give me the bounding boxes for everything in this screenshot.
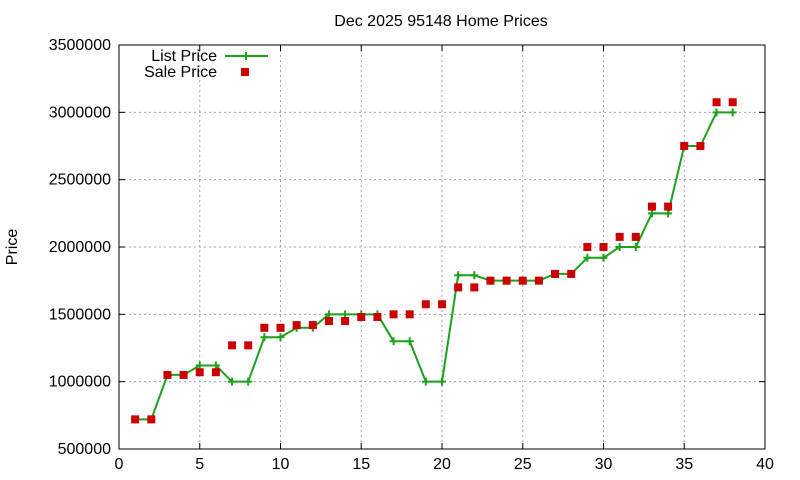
x-tick-label: 5 bbox=[195, 456, 204, 473]
y-tick-label: 500000 bbox=[58, 441, 111, 458]
axis-ticks: 500000 1000000 1500000 2000000 2500000 300000… bbox=[49, 37, 774, 473]
data-point bbox=[728, 108, 737, 117]
data-point bbox=[308, 321, 317, 330]
data-point bbox=[664, 209, 673, 218]
data-point bbox=[405, 310, 414, 319]
data-point bbox=[454, 271, 463, 280]
data-point bbox=[405, 337, 414, 346]
y-axis-label: Price bbox=[4, 229, 21, 266]
data-point bbox=[583, 253, 592, 262]
data-point bbox=[534, 276, 543, 285]
x-tick-label: 30 bbox=[595, 456, 613, 473]
x-tick-label: 25 bbox=[514, 456, 532, 473]
data-point bbox=[131, 415, 140, 424]
data-point bbox=[195, 368, 204, 377]
data-point bbox=[470, 283, 479, 292]
data-point bbox=[421, 300, 430, 309]
data-point bbox=[551, 269, 560, 278]
series-list-price bbox=[131, 108, 737, 424]
data-point bbox=[486, 276, 495, 285]
data-point bbox=[599, 243, 608, 251]
data-point bbox=[421, 377, 430, 386]
x-tick-label: 40 bbox=[756, 456, 774, 473]
data-point bbox=[712, 98, 721, 107]
series-sale-price bbox=[131, 98, 737, 424]
x-tick-label: 20 bbox=[433, 456, 451, 473]
data-point bbox=[696, 142, 705, 150]
data-point bbox=[631, 232, 640, 241]
data-point bbox=[260, 333, 269, 342]
y-tick-label: 3500000 bbox=[49, 37, 111, 54]
data-point bbox=[502, 276, 511, 285]
legend-square-marker bbox=[241, 68, 249, 76]
data-point bbox=[631, 243, 640, 251]
series-line bbox=[135, 111, 733, 421]
data-point bbox=[260, 323, 269, 332]
y-tick-label: 1500000 bbox=[49, 306, 111, 323]
data-point bbox=[357, 313, 366, 322]
data-point bbox=[276, 333, 285, 342]
data-point bbox=[292, 321, 301, 330]
data-point bbox=[228, 377, 237, 386]
data-point bbox=[615, 243, 624, 251]
y-tick-label: 1000000 bbox=[49, 374, 111, 391]
data-point bbox=[599, 253, 608, 262]
data-point bbox=[324, 310, 333, 319]
chart-title: Dec 2025 95148 Home Prices bbox=[334, 13, 547, 30]
legend-plus-marker bbox=[242, 52, 250, 60]
data-point bbox=[518, 276, 527, 285]
data-point bbox=[454, 283, 463, 292]
data-point bbox=[647, 209, 656, 218]
data-point bbox=[567, 269, 576, 278]
data-point bbox=[647, 202, 656, 211]
data-point bbox=[211, 368, 220, 377]
x-tick-label: 0 bbox=[115, 456, 124, 473]
data-point bbox=[228, 341, 237, 350]
data-point bbox=[389, 310, 398, 319]
data-point bbox=[664, 202, 673, 211]
data-point bbox=[163, 370, 172, 379]
data-point bbox=[276, 323, 285, 332]
data-point bbox=[179, 370, 188, 379]
data-point bbox=[583, 243, 592, 251]
data-point bbox=[195, 361, 204, 370]
y-tick-label: 2000000 bbox=[49, 239, 111, 256]
data-point bbox=[147, 415, 156, 424]
x-tick-label: 10 bbox=[272, 456, 290, 473]
data-point bbox=[324, 317, 333, 326]
x-tick-label: 35 bbox=[675, 456, 693, 473]
y-tick-label: 3000000 bbox=[49, 104, 111, 121]
data-point bbox=[341, 310, 350, 319]
legend-label: Sale Price bbox=[144, 64, 217, 81]
data-point bbox=[470, 271, 479, 280]
data-point bbox=[712, 108, 721, 117]
x-tick-label: 15 bbox=[352, 456, 370, 473]
data-point bbox=[389, 337, 398, 346]
data-point bbox=[728, 98, 737, 107]
data-point bbox=[341, 317, 350, 326]
data-point bbox=[438, 377, 446, 386]
data-point bbox=[615, 232, 624, 241]
data-point bbox=[373, 313, 382, 322]
data-point bbox=[211, 361, 220, 370]
data-point bbox=[244, 341, 253, 350]
grid bbox=[119, 45, 765, 449]
y-tick-label: 2500000 bbox=[49, 172, 111, 189]
legend-label: List Price bbox=[151, 48, 217, 65]
data-point bbox=[438, 300, 446, 309]
series-group bbox=[131, 98, 737, 424]
plot-frame bbox=[118, 44, 766, 450]
data-point bbox=[680, 142, 689, 150]
data-point bbox=[244, 377, 253, 386]
